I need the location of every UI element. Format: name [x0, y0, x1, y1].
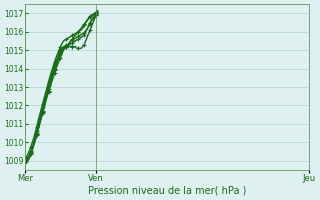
X-axis label: Pression niveau de la mer( hPa ): Pression niveau de la mer( hPa ) [88, 186, 246, 196]
